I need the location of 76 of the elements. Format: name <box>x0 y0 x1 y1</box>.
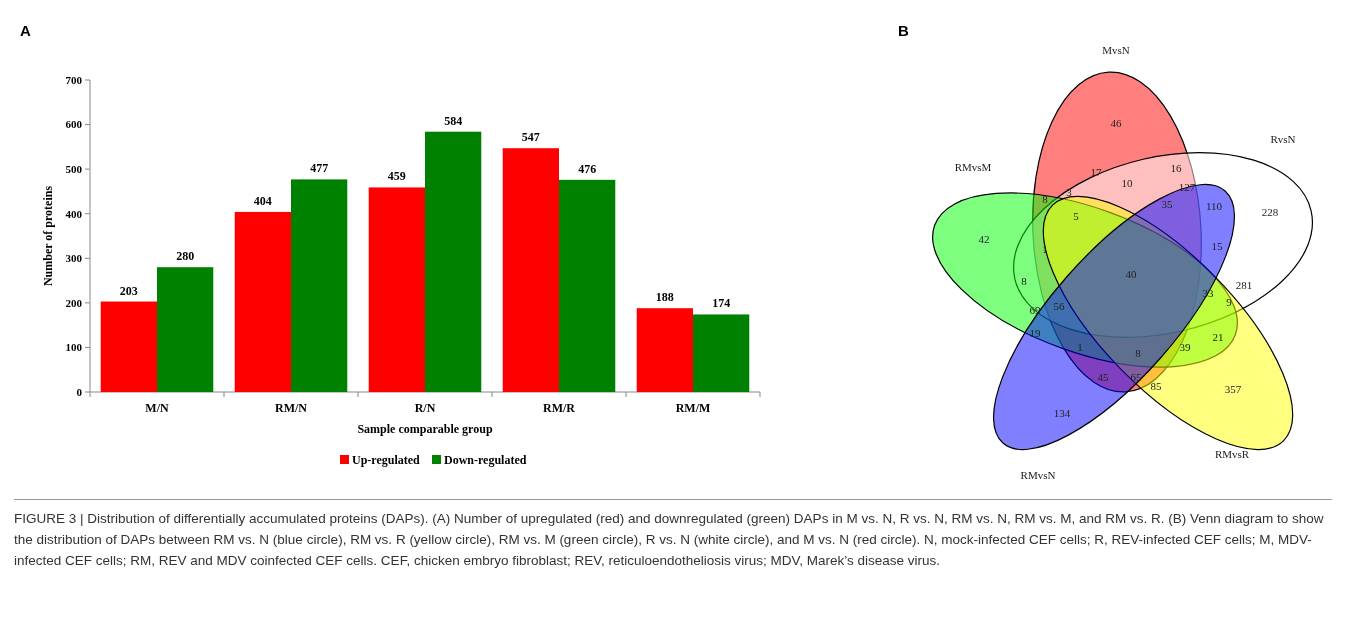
text: 110 <box>1205 199 1223 212</box>
data-label: 476 <box>578 161 597 176</box>
text: 8 <box>1042 192 1049 205</box>
y-tick-label: 600 <box>65 118 83 131</box>
y-tick-label: 100 <box>65 341 83 354</box>
text: 10 <box>1121 176 1133 189</box>
text: 134 <box>1053 406 1071 419</box>
text: 127 <box>1178 180 1196 193</box>
text: B <box>898 22 909 39</box>
bar <box>559 179 616 392</box>
data-label: 547 <box>521 130 540 145</box>
x-tick-label: RM/N <box>275 401 308 415</box>
text: RMvsN <box>1020 469 1056 481</box>
text: 1 <box>1077 340 1083 353</box>
legend-label: Up-regulated <box>352 453 421 467</box>
text: 69 <box>1029 303 1041 316</box>
data-label: 203 <box>119 283 138 298</box>
text: 42 <box>978 232 990 245</box>
x-tick-label: M/N <box>145 401 169 415</box>
text: 5 <box>1073 209 1080 222</box>
text: 281 <box>1235 278 1253 291</box>
text: 21 <box>1212 330 1224 343</box>
text: 15 <box>1211 239 1223 252</box>
caption: FIGURE 3 | Distribution of differentially accumulated proteins (DAPs). (A) Number of upregulated (red) and downregulated (green) DAPs in M vs. N, R vs. N, RM vs. N, RM vs. M, and RM vs. R. (B) Venn diagram to show the distribution of DAPs between RM vs. N (blue circle), RM vs. R (yellow circle), RM vs. M (green circle), R vs. N (white circle), and M vs. N (red circle). N, mock-infected CEF cells; R, REV-infected CEF cells; M, MDV-infected CEF cells; RM, REV and MDV coinfected CEF cells. CEF, chicken embryo fibroblast; REV, reticuloendotheliosis virus; MDV, Marek’s disease virus. <box>14 510 1325 570</box>
text: 65 <box>1130 370 1142 383</box>
text: 357 <box>1224 382 1242 395</box>
data-label: 584 <box>444 113 463 128</box>
text: 46 <box>1110 116 1122 129</box>
y-tick-label: 500 <box>65 162 83 175</box>
chart-title: A <box>20 22 31 39</box>
bar <box>100 301 157 392</box>
text: 39 <box>1179 340 1191 353</box>
y-axis-title: Number of proteins <box>41 185 55 287</box>
bar <box>368 187 425 392</box>
bar <box>693 314 750 392</box>
text: 3 <box>1066 185 1073 198</box>
bar <box>636 308 693 392</box>
data-label: 459 <box>387 169 406 184</box>
y-tick-label: 0 <box>76 385 83 398</box>
text: 8 <box>1021 274 1028 287</box>
text: RvsN <box>1270 133 1296 145</box>
data-label: 477 <box>310 161 329 176</box>
text: 8 <box>1135 346 1142 359</box>
bar <box>234 211 291 392</box>
x-tick-label: RM/M <box>675 401 711 415</box>
data-label: 174 <box>712 296 731 311</box>
text: 228 <box>1261 205 1279 218</box>
text: RMvsR <box>1214 448 1250 460</box>
text: 45 <box>1097 370 1109 383</box>
text: 33 <box>1202 286 1214 299</box>
text: 19 <box>1029 326 1041 339</box>
data-label: 404 <box>253 193 272 208</box>
text: 16 <box>1170 161 1182 174</box>
text: 1 <box>1042 242 1048 255</box>
y-tick-label: 400 <box>65 207 83 220</box>
bar <box>291 179 348 392</box>
bar <box>502 148 559 392</box>
text: 35 <box>1161 197 1173 210</box>
y-tick-label: 200 <box>65 296 83 309</box>
bar <box>425 131 482 392</box>
y-tick-label: 300 <box>65 252 83 265</box>
text: 17 <box>1090 165 1102 178</box>
y-tick-label: 700 <box>65 73 83 86</box>
text: MvsN <box>1102 44 1130 56</box>
data-label: 280 <box>176 249 195 264</box>
text: 9 <box>1226 295 1233 308</box>
x-tick-label: RM/R <box>543 401 576 415</box>
text: 56 <box>1053 299 1065 312</box>
data-label: 188 <box>655 290 674 305</box>
bar <box>157 267 214 392</box>
text: 40 <box>1125 267 1137 280</box>
text: RMvsM <box>954 161 992 173</box>
x-axis-title: Sample comparable group <box>357 422 493 436</box>
legend-label: Down-regulated <box>444 453 527 467</box>
x-tick-label: R/N <box>414 401 436 415</box>
text: 85 <box>1150 379 1162 392</box>
